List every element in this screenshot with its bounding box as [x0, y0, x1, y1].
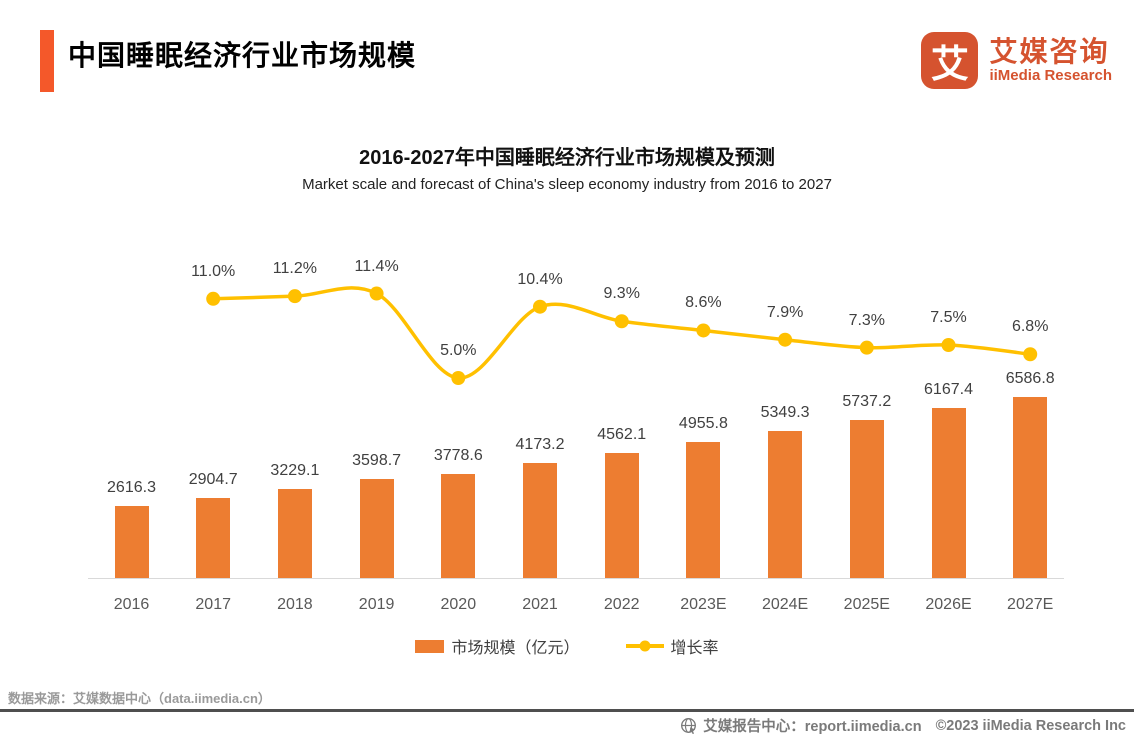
bar-series-swatch	[415, 639, 445, 653]
line-point	[533, 299, 547, 314]
x-axis-label-2017: 2017	[195, 596, 231, 613]
line-point	[696, 323, 711, 338]
legend-item-market-scale: 市场规模（亿元）	[415, 634, 580, 658]
legend-item-growth-rate: 增长率	[625, 634, 719, 658]
x-axis-label-2022: 2022	[603, 596, 640, 613]
growth-rate-label-2026E: 7.5%	[930, 309, 967, 326]
bar-2023E	[686, 441, 721, 578]
bar-2027E	[1013, 396, 1048, 578]
bar-value-label-2020: 3778.6	[433, 447, 483, 465]
growth-rate-label-2024E: 7.9%	[766, 303, 804, 321]
header-accent-bar	[40, 30, 54, 92]
data-source-note: 数据来源：艾媒数据中心（data.iimedia.cn）	[8, 691, 271, 706]
bar-value-label-2027E: 6586.8	[1005, 369, 1055, 387]
line-point	[206, 291, 221, 306]
line-point	[941, 338, 956, 352]
line-point	[859, 340, 874, 355]
line-point	[287, 289, 302, 304]
bar-2026E	[931, 408, 966, 578]
x-axis-label-2016: 2016	[113, 596, 150, 613]
line-series-dot	[639, 640, 650, 652]
bar-2017	[196, 498, 231, 578]
footer-info: 艾媒报告中心：report.iimedia.cn ©2023 iiMedia R…	[680, 715, 1126, 736]
bar-value-label-2017: 2904.7	[188, 471, 238, 489]
x-axis-label-2019: 2019	[358, 596, 395, 613]
x-axis-label-2026E: 2026E	[925, 596, 972, 613]
bar-value-label-2025E: 5737.2	[842, 393, 892, 411]
bar-2019	[359, 479, 394, 578]
bar-value-label-2016: 2616.3	[107, 479, 156, 497]
x-axis-label-2027E: 2027E	[1007, 596, 1054, 613]
x-axis-label-2025E: 2025E	[843, 596, 890, 613]
growth-rate-label-2027E: 6.8%	[1011, 318, 1049, 336]
x-axis-line	[88, 578, 1064, 579]
line-point	[614, 314, 629, 329]
logo-text: 艾媒咨询 iiMedia Research	[989, 36, 1112, 85]
bar-value-label-2018: 3229.1	[270, 462, 320, 480]
growth-rate-label-2025E: 7.3%	[848, 311, 886, 329]
logo-name-cn: 艾媒咨询	[989, 36, 1110, 67]
bar-value-label-2019: 3598.7	[352, 452, 402, 470]
growth-rate-label-2020: 5.0%	[440, 342, 477, 359]
x-axis-label-2021: 2021	[522, 596, 558, 613]
growth-rate-label-2018: 11.2%	[272, 260, 317, 278]
bar-value-label-2024E: 5349.3	[760, 403, 810, 421]
footer-divider	[0, 709, 1134, 712]
chart-legend: 市场规模（亿元） 增长率	[0, 634, 1134, 658]
globe-icon	[681, 718, 697, 734]
chart-title: 2016-2027年中国睡眠经济行业市场规模及预测	[359, 147, 775, 169]
bar-2024E	[768, 430, 803, 578]
iimedia-logo-icon: 艾	[921, 32, 979, 89]
bar-2022	[604, 452, 639, 578]
bar-2021	[523, 463, 557, 578]
page-title: 中国睡眠经济行业市场规模	[68, 40, 417, 71]
bar-value-label-2023E: 4955.8	[678, 414, 728, 432]
x-axis-label-2023E: 2023E	[680, 596, 727, 613]
line-point	[778, 332, 793, 347]
bar-2025E	[849, 420, 884, 578]
bar-value-label-2022: 4562.1	[597, 425, 647, 443]
line-point	[369, 286, 384, 301]
growth-rate-label-2017: 11.0%	[191, 262, 236, 280]
growth-rate-label-2022: 9.3%	[603, 285, 640, 303]
bar-2016	[114, 506, 149, 578]
report-center-text: 艾媒报告中心：report.iimedia.cn	[703, 719, 922, 735]
legend-label-growth-rate: 增长率	[670, 640, 719, 657]
growth-rate-label-2021: 10.4%	[517, 270, 563, 288]
line-series-swatch	[625, 640, 664, 652]
growth-rate-label-2019: 11.4%	[354, 257, 399, 275]
logo-name-en: iiMedia Research	[989, 67, 1112, 84]
bar-value-label-2021: 4173.2	[515, 436, 565, 454]
copyright-text: ©2023 iiMedia Research Inc	[935, 717, 1126, 734]
x-axis-label-2020: 2020	[440, 596, 477, 613]
logo-icon-glyph: 艾	[930, 44, 969, 86]
legend-label-market-scale: 市场规模（亿元）	[451, 640, 580, 657]
iimedia-logo: 艾 艾媒咨询 iiMedia Research	[921, 32, 1112, 89]
bar-value-label-2026E: 6167.4	[924, 381, 973, 399]
x-axis-label-2024E: 2024E	[761, 596, 809, 613]
x-axis-label-2018: 2018	[277, 596, 313, 613]
line-point	[451, 371, 466, 385]
growth-rate-label-2023E: 8.6%	[685, 294, 722, 312]
bar-2020	[441, 474, 476, 578]
line-point	[1023, 347, 1038, 362]
chart-subtitle: Market scale and forecast of China's sle…	[302, 176, 832, 193]
bar-2018	[277, 489, 312, 578]
